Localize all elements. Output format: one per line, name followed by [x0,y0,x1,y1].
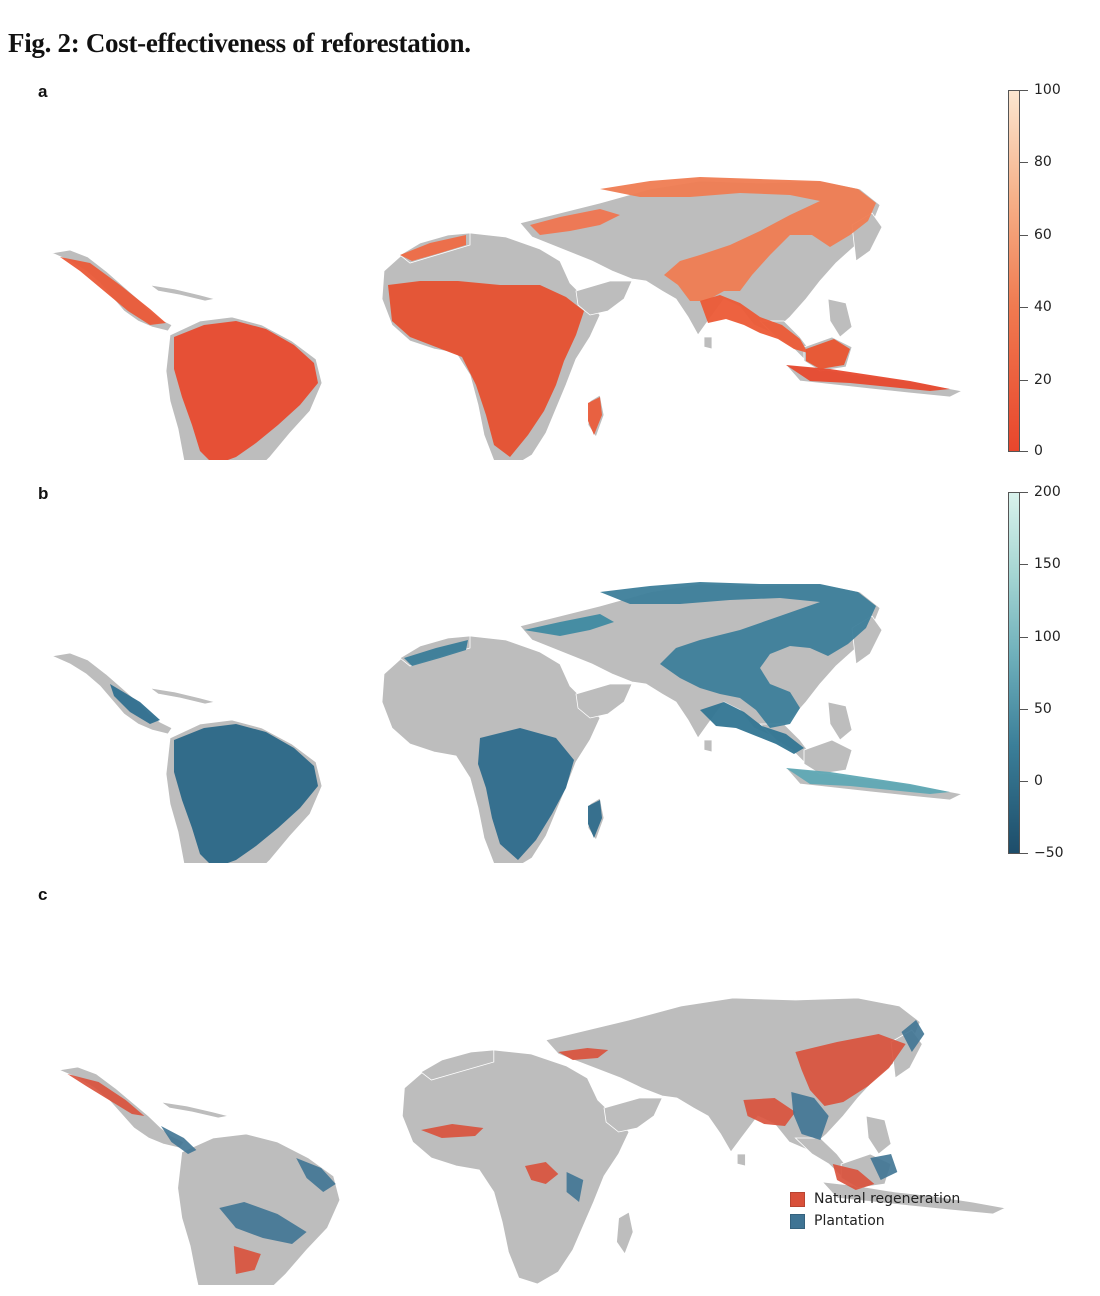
reforest-region-b-6 [600,582,876,728]
tick-label-b: 0 [1034,773,1043,789]
reforest-region-a-0 [60,257,166,325]
land-africa [401,1049,630,1285]
legend-item-plantation: Plantation [790,1210,960,1232]
tick-label-a: 80 [1034,154,1052,170]
overlay-b [110,582,950,863]
land-caribbean [149,284,216,302]
reforest-region-b-7 [700,702,804,754]
plantation-region-2 [219,1202,307,1244]
natural-regeneration-region-10 [743,1098,796,1126]
reforest-region-a-5 [530,209,620,235]
land-philippines [827,701,853,741]
natural-regeneration-region-9 [558,1048,609,1060]
tick-b [1020,564,1028,565]
reforest-region-b-8 [786,768,950,794]
world-map-c [57,997,1007,1285]
land-sriLanka [703,739,713,753]
natural-regeneration-region-8 [421,1124,484,1138]
reforest-region-a-7 [700,295,808,353]
land-arabia [575,280,633,316]
plantation-region-12 [791,1092,829,1140]
tick-b [1020,637,1028,638]
natural-regeneration-region-0 [67,1074,145,1116]
tick-label-b: 200 [1034,484,1061,500]
natural-regeneration-region-6 [525,1162,559,1184]
tick-a [1020,451,1028,452]
tick-b [1020,781,1028,782]
tick-a [1020,90,1028,91]
tick-a [1020,162,1028,163]
reforest-region-a-6 [600,177,876,301]
tick-b [1020,853,1028,854]
panel-a-letter: a [38,82,48,101]
panel-c-letter: c [38,885,48,904]
land-sriLanka [736,1153,746,1167]
natural-regeneration-region-3 [233,1246,261,1274]
overlay-c [67,1020,925,1274]
plantation-region-4 [296,1158,336,1192]
land-europe [420,1049,495,1081]
tick-label-a: 60 [1034,227,1052,243]
world-map-a [50,177,964,460]
reforest-region-a-10 [588,397,602,435]
land-caribbean [149,687,216,705]
tick-a [1020,307,1028,308]
tick-b [1020,492,1028,493]
legend: Natural regeneration Plantation [790,1188,960,1232]
reforest-region-b-4 [404,640,468,666]
panel-a-map [0,85,1100,460]
plantation-region-15 [870,1154,898,1180]
land-madagascar [616,1211,634,1255]
natural-regeneration-region-14 [832,1164,875,1190]
reforest-region-a-8 [786,365,950,391]
tick-label-a: 20 [1034,372,1052,388]
legend-swatch [790,1191,805,1207]
figure-title: Fig. 2: Cost-effectiveness of reforestat… [8,28,471,58]
tick-label-a: 100 [1034,82,1061,98]
tick-label-b: 150 [1034,556,1061,572]
reforest-region-b-1 [174,724,318,863]
tick-label-b: −50 [1034,845,1064,861]
legend-label: Natural regeneration [814,1191,961,1207]
panel-c-map [0,890,1100,1285]
overlay-a [60,177,950,460]
reforest-region-b-0 [110,684,160,724]
tick-label-a: 0 [1034,443,1043,459]
natural-regeneration-region-11 [795,1034,906,1106]
reforest-region-b-5 [524,614,614,636]
reforest-region-a-1 [174,321,318,460]
land-philippines [827,298,853,338]
colorbar-a [1008,90,1020,452]
tick-a [1020,235,1028,236]
panel-b-letter: b [38,484,49,503]
world-map-b [50,582,964,863]
plantation-region-13 [901,1020,925,1052]
land-arabia [603,1097,663,1133]
reforest-region-a-4 [400,235,466,261]
land-sriLanka [703,336,713,350]
reforest-region-a-3 [388,281,584,457]
plantation-region-1 [161,1126,197,1154]
tick-label-a: 40 [1034,299,1052,315]
reforest-region-b-3 [478,728,574,860]
land-caribbean [160,1101,229,1119]
panel-b-map [0,488,1100,863]
tick-b [1020,709,1028,710]
legend-swatch [790,1213,805,1229]
tick-a [1020,380,1028,381]
plantation-region-7 [566,1172,584,1202]
tick-label-b: 100 [1034,629,1061,645]
colorbar-b [1008,492,1020,854]
land-philippines [865,1115,892,1155]
legend-label: Plantation [814,1213,885,1229]
reforest-region-a-9 [806,339,850,369]
tick-label-b: 50 [1034,701,1052,717]
land-arabia [575,683,633,719]
land-indonesia [821,1181,1007,1215]
reforest-region-b-9 [588,800,602,838]
legend-item-natural-regeneration: Natural regeneration [790,1188,960,1210]
land-borneo [803,739,853,775]
